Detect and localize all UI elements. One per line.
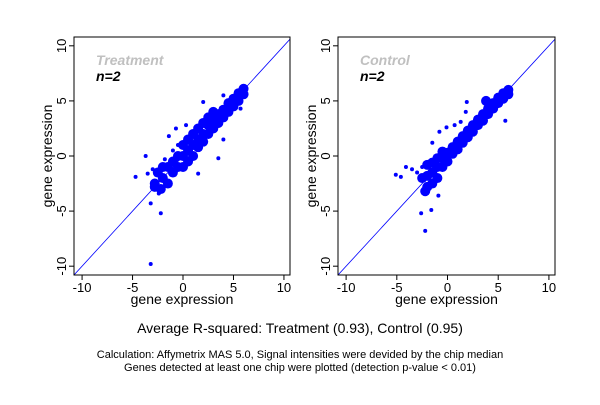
data-point (503, 84, 514, 95)
x-tick-label: -5 (127, 280, 139, 295)
x-tick-label: 5 (230, 280, 237, 295)
panel-title: Control (360, 52, 411, 68)
data-point (166, 134, 171, 139)
data-point (429, 207, 434, 212)
y-tick-label: 10 (318, 39, 333, 53)
x-tick-label: 5 (495, 280, 502, 295)
data-point (238, 83, 249, 94)
data-point (162, 157, 167, 162)
data-point (145, 171, 150, 176)
data-point (410, 167, 415, 172)
x-axis-label: gene expression (131, 291, 234, 307)
data-point (148, 261, 153, 266)
x-tick-label: 0 (444, 280, 451, 295)
scatter-panel-control: -10 -5 0 5 10 -10 -5 0 5 10 gene expression gene ex… (303, 36, 556, 307)
sample-count-label: n=2 (360, 68, 385, 84)
sample-count-label: n=2 (96, 68, 121, 84)
x-tick-label: -10 (73, 280, 92, 295)
data-point (452, 123, 457, 128)
data-point (420, 186, 431, 197)
data-point (464, 100, 469, 105)
data-point (201, 100, 206, 105)
data-point (444, 125, 449, 130)
data-point (170, 148, 175, 153)
y-tick-label: -10 (318, 257, 333, 276)
data-point (442, 156, 453, 167)
x-tick-label: 10 (277, 280, 291, 295)
data-point (436, 193, 441, 198)
data-point (158, 211, 163, 216)
y-tick-label: -5 (54, 205, 69, 217)
data-point (403, 165, 408, 170)
y-axis-label: gene expression (303, 105, 319, 208)
data-point (221, 137, 226, 142)
data-points (393, 84, 514, 233)
x-tick-label: -5 (391, 280, 403, 295)
data-point (188, 151, 199, 161)
data-point (419, 211, 424, 216)
data-point (393, 172, 398, 177)
data-point (221, 93, 226, 98)
y-tick-label: -5 (318, 205, 333, 217)
panel-title: Treatment (96, 52, 165, 68)
data-point (133, 174, 138, 179)
data-point (463, 109, 468, 114)
y-tick-label: 0 (54, 152, 69, 159)
y-tick-label: 5 (318, 97, 333, 104)
data-point (503, 118, 508, 123)
data-point (196, 171, 201, 176)
data-point (149, 181, 160, 192)
y-axis-label: gene expression (39, 105, 55, 208)
footnote-line-2: Genes detected at least one chip were pl… (124, 362, 476, 374)
data-point (481, 95, 492, 106)
data-point (150, 167, 155, 172)
data-point (148, 201, 153, 206)
data-point (458, 119, 463, 124)
data-points (133, 83, 249, 266)
data-point (437, 129, 442, 134)
data-point (216, 156, 221, 161)
scatter-panel-treatment: -10 -5 0 5 10 -10 -5 0 5 10 gene expression gene ex… (39, 36, 291, 307)
data-point (238, 106, 243, 111)
data-point (432, 173, 443, 184)
data-point (198, 136, 209, 147)
data-point (173, 126, 178, 131)
summary-text: Average R-squared: Treatment (0.93), Con… (137, 320, 463, 336)
y-tick-label: 10 (54, 39, 69, 53)
data-point (184, 123, 189, 128)
data-point (423, 228, 428, 233)
y-tick-label: -10 (54, 257, 69, 276)
x-tick-label: 10 (542, 280, 556, 295)
data-point (162, 178, 173, 189)
footnote-line-1: Calculation: Affymetrix MAS 5.0, Signal … (97, 349, 503, 361)
y-tick-label: 5 (54, 97, 69, 104)
data-point (430, 140, 435, 145)
data-point (143, 154, 148, 158)
x-tick-label: 0 (179, 280, 186, 295)
x-tick-label: -10 (337, 280, 356, 295)
x-axis-label: gene expression (395, 291, 498, 307)
data-point (398, 174, 403, 179)
y-tick-label: 0 (318, 152, 333, 159)
data-point (415, 170, 420, 175)
data-point (156, 191, 161, 196)
